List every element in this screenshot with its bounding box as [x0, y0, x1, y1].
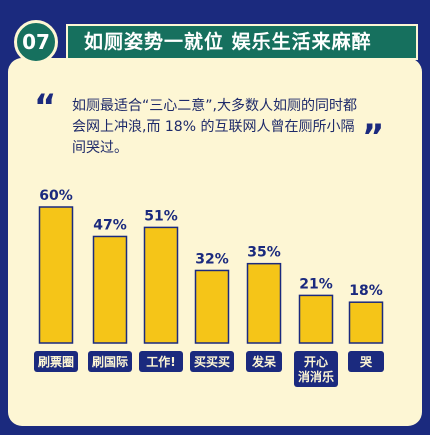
category-label: 刷票圈	[38, 354, 74, 369]
open-quote-icon: “	[34, 87, 57, 127]
section-title: 如厕姿势一就位 娱乐生活来麻醉	[66, 24, 418, 60]
category-label-box	[34, 351, 78, 372]
category-label-box	[246, 351, 282, 372]
category-label-box	[88, 351, 132, 372]
category-label-box	[190, 351, 234, 372]
bar-value-label: 51%	[144, 208, 178, 224]
bar	[38, 206, 74, 344]
bar-value-label: 18%	[349, 283, 383, 299]
category-label: 工作!	[146, 354, 175, 369]
bar	[143, 226, 179, 344]
category-label-box	[294, 351, 338, 387]
category-label-box	[139, 351, 183, 372]
bar	[298, 294, 334, 344]
bar-value-label: 60%	[39, 188, 73, 204]
bar-value-label: 35%	[247, 245, 281, 261]
category-label: 开心	[304, 355, 328, 369]
category-label: 刷国际	[92, 355, 128, 369]
bar-value-label: 47%	[93, 217, 127, 233]
bar	[246, 262, 282, 344]
category-label-box	[348, 351, 384, 372]
bar-value-label: 32%	[195, 251, 229, 267]
category-label: 发呆	[251, 354, 276, 369]
section-number-badge: 07	[14, 20, 58, 64]
close-quote-icon: ”	[362, 117, 385, 157]
bar	[348, 301, 384, 344]
bar-value-label: 21%	[299, 276, 333, 292]
section-header: 07 如厕姿势一就位 娱乐生活来麻醉	[14, 20, 424, 64]
bar	[194, 269, 230, 344]
category-label: 买买买	[194, 355, 230, 369]
category-label: 哭	[359, 355, 373, 369]
category-label: 消消乐	[298, 369, 334, 384]
description-text: 如厕最适合“三心二意”,大多数人如厕的同时都会网上冲浪,而 18% 的互联网人曾…	[72, 98, 357, 156]
bar	[92, 235, 128, 344]
